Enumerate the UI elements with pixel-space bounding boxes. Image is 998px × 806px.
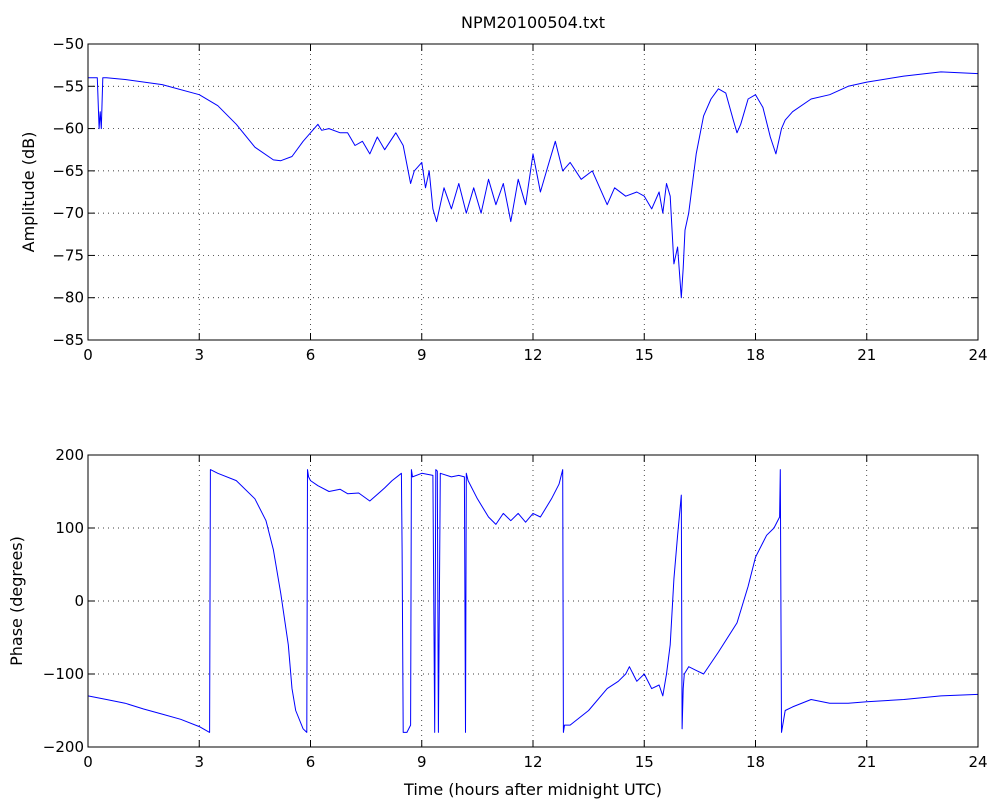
phase-y-tick-label: −200 — [43, 738, 84, 756]
phase-y-tick-label: 0 — [74, 592, 84, 610]
amplitude-ticks: 0 3 6 9 12 15 18 21 24 −85 −80 −75 −70 −65 −60 −55 −50 — [52, 35, 987, 364]
phase-ticks: 0 3 6 9 12 15 18 21 24 −200 −100 0 100 200 — [43, 446, 988, 771]
phase-y-tick-label: 100 — [55, 519, 84, 537]
phase-series — [87, 469, 979, 733]
phase-x-tick-label: 12 — [523, 753, 542, 771]
amplitude-plot-area — [88, 44, 978, 340]
phase-x-tick-label: 21 — [857, 753, 876, 771]
phase-x-tick-label: 15 — [635, 753, 654, 771]
amplitude-x-tick-label: 24 — [968, 346, 987, 364]
amplitude-x-tick-label: 3 — [194, 346, 204, 364]
phase-plot: 0 3 6 9 12 15 18 21 24 −200 −100 0 100 200 Time (hour… — [7, 446, 988, 799]
amplitude-x-tick-label: 18 — [746, 346, 765, 364]
amplitude-y-tick-label: −60 — [52, 120, 84, 138]
amplitude-x-tick-label: 21 — [857, 346, 876, 364]
amplitude-grid — [88, 44, 978, 340]
amplitude-y-tick-label: −65 — [52, 162, 84, 180]
phase-x-axis-label: Time (hours after midnight UTC) — [403, 780, 662, 799]
amplitude-x-tick-label: 15 — [635, 346, 654, 364]
phase-x-tick-label: 6 — [306, 753, 316, 771]
amplitude-x-tick-label: 0 — [83, 346, 93, 364]
phase-x-tick-label: 0 — [83, 753, 93, 771]
amplitude-x-tick-label: 9 — [417, 346, 427, 364]
amplitude-plot: 0 3 6 9 12 15 18 21 24 −85 −80 −75 −70 −65 −60 −55 −50 N… — [19, 13, 988, 364]
phase-x-tick-label: 9 — [417, 753, 427, 771]
amplitude-y-tick-label: −50 — [52, 35, 84, 53]
amplitude-x-tick-label: 6 — [306, 346, 316, 364]
phase-y-tick-label: 200 — [55, 446, 84, 464]
amplitude-y-axis-label: Amplitude (dB) — [19, 132, 38, 253]
amplitude-y-tick-label: −80 — [52, 289, 84, 307]
amplitude-y-tick-label: −85 — [52, 331, 84, 349]
chart-title: NPM20100504.txt — [461, 13, 605, 32]
phase-y-tick-label: −100 — [43, 665, 84, 683]
phase-x-tick-label: 18 — [746, 753, 765, 771]
phase-x-tick-label: 24 — [968, 753, 987, 771]
amplitude-series — [88, 71, 979, 299]
phase-x-tick-label: 3 — [194, 753, 204, 771]
phase-line — [87, 469, 979, 733]
amplitude-line — [88, 71, 979, 299]
amplitude-x-tick-label: 12 — [523, 346, 542, 364]
phase-y-axis-label: Phase (degrees) — [7, 536, 26, 666]
amplitude-y-tick-label: −75 — [52, 246, 84, 264]
amplitude-y-tick-label: −70 — [52, 204, 84, 222]
phase-grid — [88, 455, 978, 747]
amplitude-y-tick-label: −55 — [52, 77, 84, 95]
